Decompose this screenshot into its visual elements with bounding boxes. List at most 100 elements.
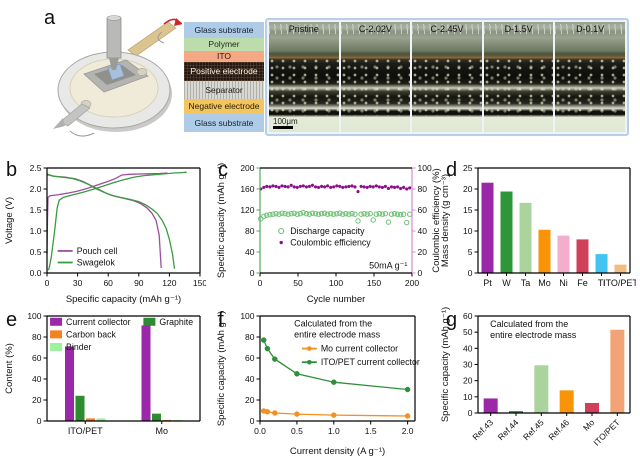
legend-item: Swagelok (57, 258, 115, 268)
svg-text:40: 40 (32, 374, 42, 384)
svg-text:ITO/PET current collector: ITO/PET current collector (321, 357, 420, 367)
svg-text:20: 20 (32, 395, 42, 405)
stack-layer-label: Glass substrate (194, 24, 254, 35)
svg-text:50: 50 (463, 327, 473, 337)
y-axis-label: Content (%) (4, 343, 15, 394)
sem-panel-label: Pristine (288, 24, 319, 34)
annotation: Calculated from the entire electrode mass (294, 318, 381, 339)
svg-text:60: 60 (463, 311, 473, 321)
scale-bar-label: 100μm (273, 117, 298, 126)
bar (509, 411, 523, 413)
svg-text:40: 40 (245, 247, 255, 257)
panel-e-label: e (6, 309, 18, 331)
svg-text:10: 10 (463, 392, 473, 402)
panel-c-chart: 0 50 100 150 200 0 40 80 120 160 200 0 20 40 60 80 100 Cy… (214, 158, 442, 306)
svg-text:W: W (502, 278, 511, 288)
stack-layer: Glass substrate (184, 114, 264, 132)
bar (65, 346, 74, 421)
svg-text:Ref.43: Ref.43 (470, 417, 495, 442)
y-axis-label: Specific capacity (mAh g⁻¹) (216, 311, 227, 426)
sem-texture (412, 58, 482, 116)
svg-text:1.5: 1.5 (30, 205, 42, 215)
svg-text:10: 10 (463, 226, 473, 236)
svg-text:100: 100 (27, 311, 41, 321)
sem-texture (340, 24, 411, 35)
chart-svg: 0 50 100 150 20004080120160200020406080100Cy… (216, 163, 442, 305)
stack-layer-label: Negative electrode (188, 101, 260, 112)
stack-layer-label: Separator (205, 84, 243, 95)
svg-text:30: 30 (73, 278, 83, 288)
bar (519, 202, 532, 273)
svg-text:120: 120 (162, 278, 176, 288)
stack-layer: Polymer (184, 38, 264, 51)
annotation: 50mA g⁻¹ (369, 261, 407, 271)
svg-text:ITO/PET: ITO/PET (603, 278, 636, 288)
stack-layer-label: ITO (216, 51, 231, 62)
panel-e-chart: ITO/PET Mo 0 20 40 60 80 100 Content (%) Current … (2, 306, 206, 458)
bar (75, 395, 85, 421)
sem-panel-label: D-1.5V (504, 24, 533, 34)
plot-area: ITO/PET Mo 0 20 40 60 80 100 Content (%) Current … (4, 311, 201, 436)
series (47, 171, 187, 271)
stack-layer: Negative electrode (184, 99, 264, 114)
svg-text:0: 0 (250, 416, 255, 426)
svg-text:0: 0 (250, 268, 255, 278)
legend-item: Mo current collector (301, 344, 398, 354)
svg-text:0.5: 0.5 (30, 247, 42, 257)
svg-text:Graphite: Graphite (159, 317, 193, 327)
bar (610, 329, 625, 413)
svg-text:Fe: Fe (577, 278, 588, 288)
svg-text:Mo current collector: Mo current collector (321, 344, 398, 354)
bar (538, 229, 551, 273)
svg-text:30: 30 (463, 360, 473, 370)
bar (500, 191, 513, 273)
svg-text:100: 100 (329, 278, 343, 288)
annotation: Calculated from the entire electrode mass (490, 319, 577, 340)
legend-item: Pouch cell (57, 246, 118, 256)
svg-text:Coulombic efficiency: Coulombic efficiency (290, 238, 371, 248)
svg-text:Pouch cell: Pouch cell (77, 246, 118, 256)
sem-panel-label: C-2.45V (430, 24, 464, 34)
svg-text:80: 80 (245, 226, 255, 236)
y-axis-label: Mass density (g cm⁻³) (440, 174, 451, 267)
svg-text:0: 0 (37, 416, 42, 426)
svg-text:60: 60 (245, 353, 255, 363)
sem-texture (269, 24, 339, 35)
plunger (106, 17, 122, 59)
svg-text:Mo: Mo (538, 278, 551, 288)
sem-texture (483, 58, 554, 116)
bar (576, 239, 589, 273)
y-axis-label: Voltage (V) (4, 197, 15, 244)
svg-text:0: 0 (468, 268, 473, 278)
svg-text:1.0: 1.0 (30, 226, 42, 236)
plunger-cap (106, 15, 122, 21)
svg-text:120: 120 (240, 205, 254, 215)
series (260, 337, 411, 393)
stack-layer-label: Positive electrode (190, 66, 258, 77)
svg-text:2.0: 2.0 (402, 426, 414, 436)
svg-text:200: 200 (240, 163, 254, 173)
svg-text:Ref.44: Ref.44 (496, 417, 521, 442)
svg-text:Ti: Ti (598, 278, 605, 288)
sem-texture (555, 24, 625, 35)
bar (534, 365, 549, 413)
svg-text:200: 200 (405, 278, 419, 288)
sem-texture (269, 58, 339, 116)
bar (585, 402, 599, 413)
svg-text:Ni: Ni (559, 278, 568, 288)
svg-text:160: 160 (240, 184, 254, 194)
svg-text:0: 0 (468, 408, 473, 418)
svg-text:80: 80 (32, 332, 42, 342)
svg-text:Mo: Mo (155, 426, 168, 436)
svg-text:15: 15 (463, 205, 473, 215)
panel-f-label: f (218, 309, 224, 331)
svg-text:20: 20 (463, 376, 473, 386)
svg-text:Ta: Ta (521, 278, 531, 288)
scale-bar: 100μm (273, 117, 298, 129)
sem-panel: D-0.1V (555, 22, 625, 132)
x-axis-label: Cycle number (307, 294, 366, 305)
svg-text:40: 40 (463, 343, 473, 353)
